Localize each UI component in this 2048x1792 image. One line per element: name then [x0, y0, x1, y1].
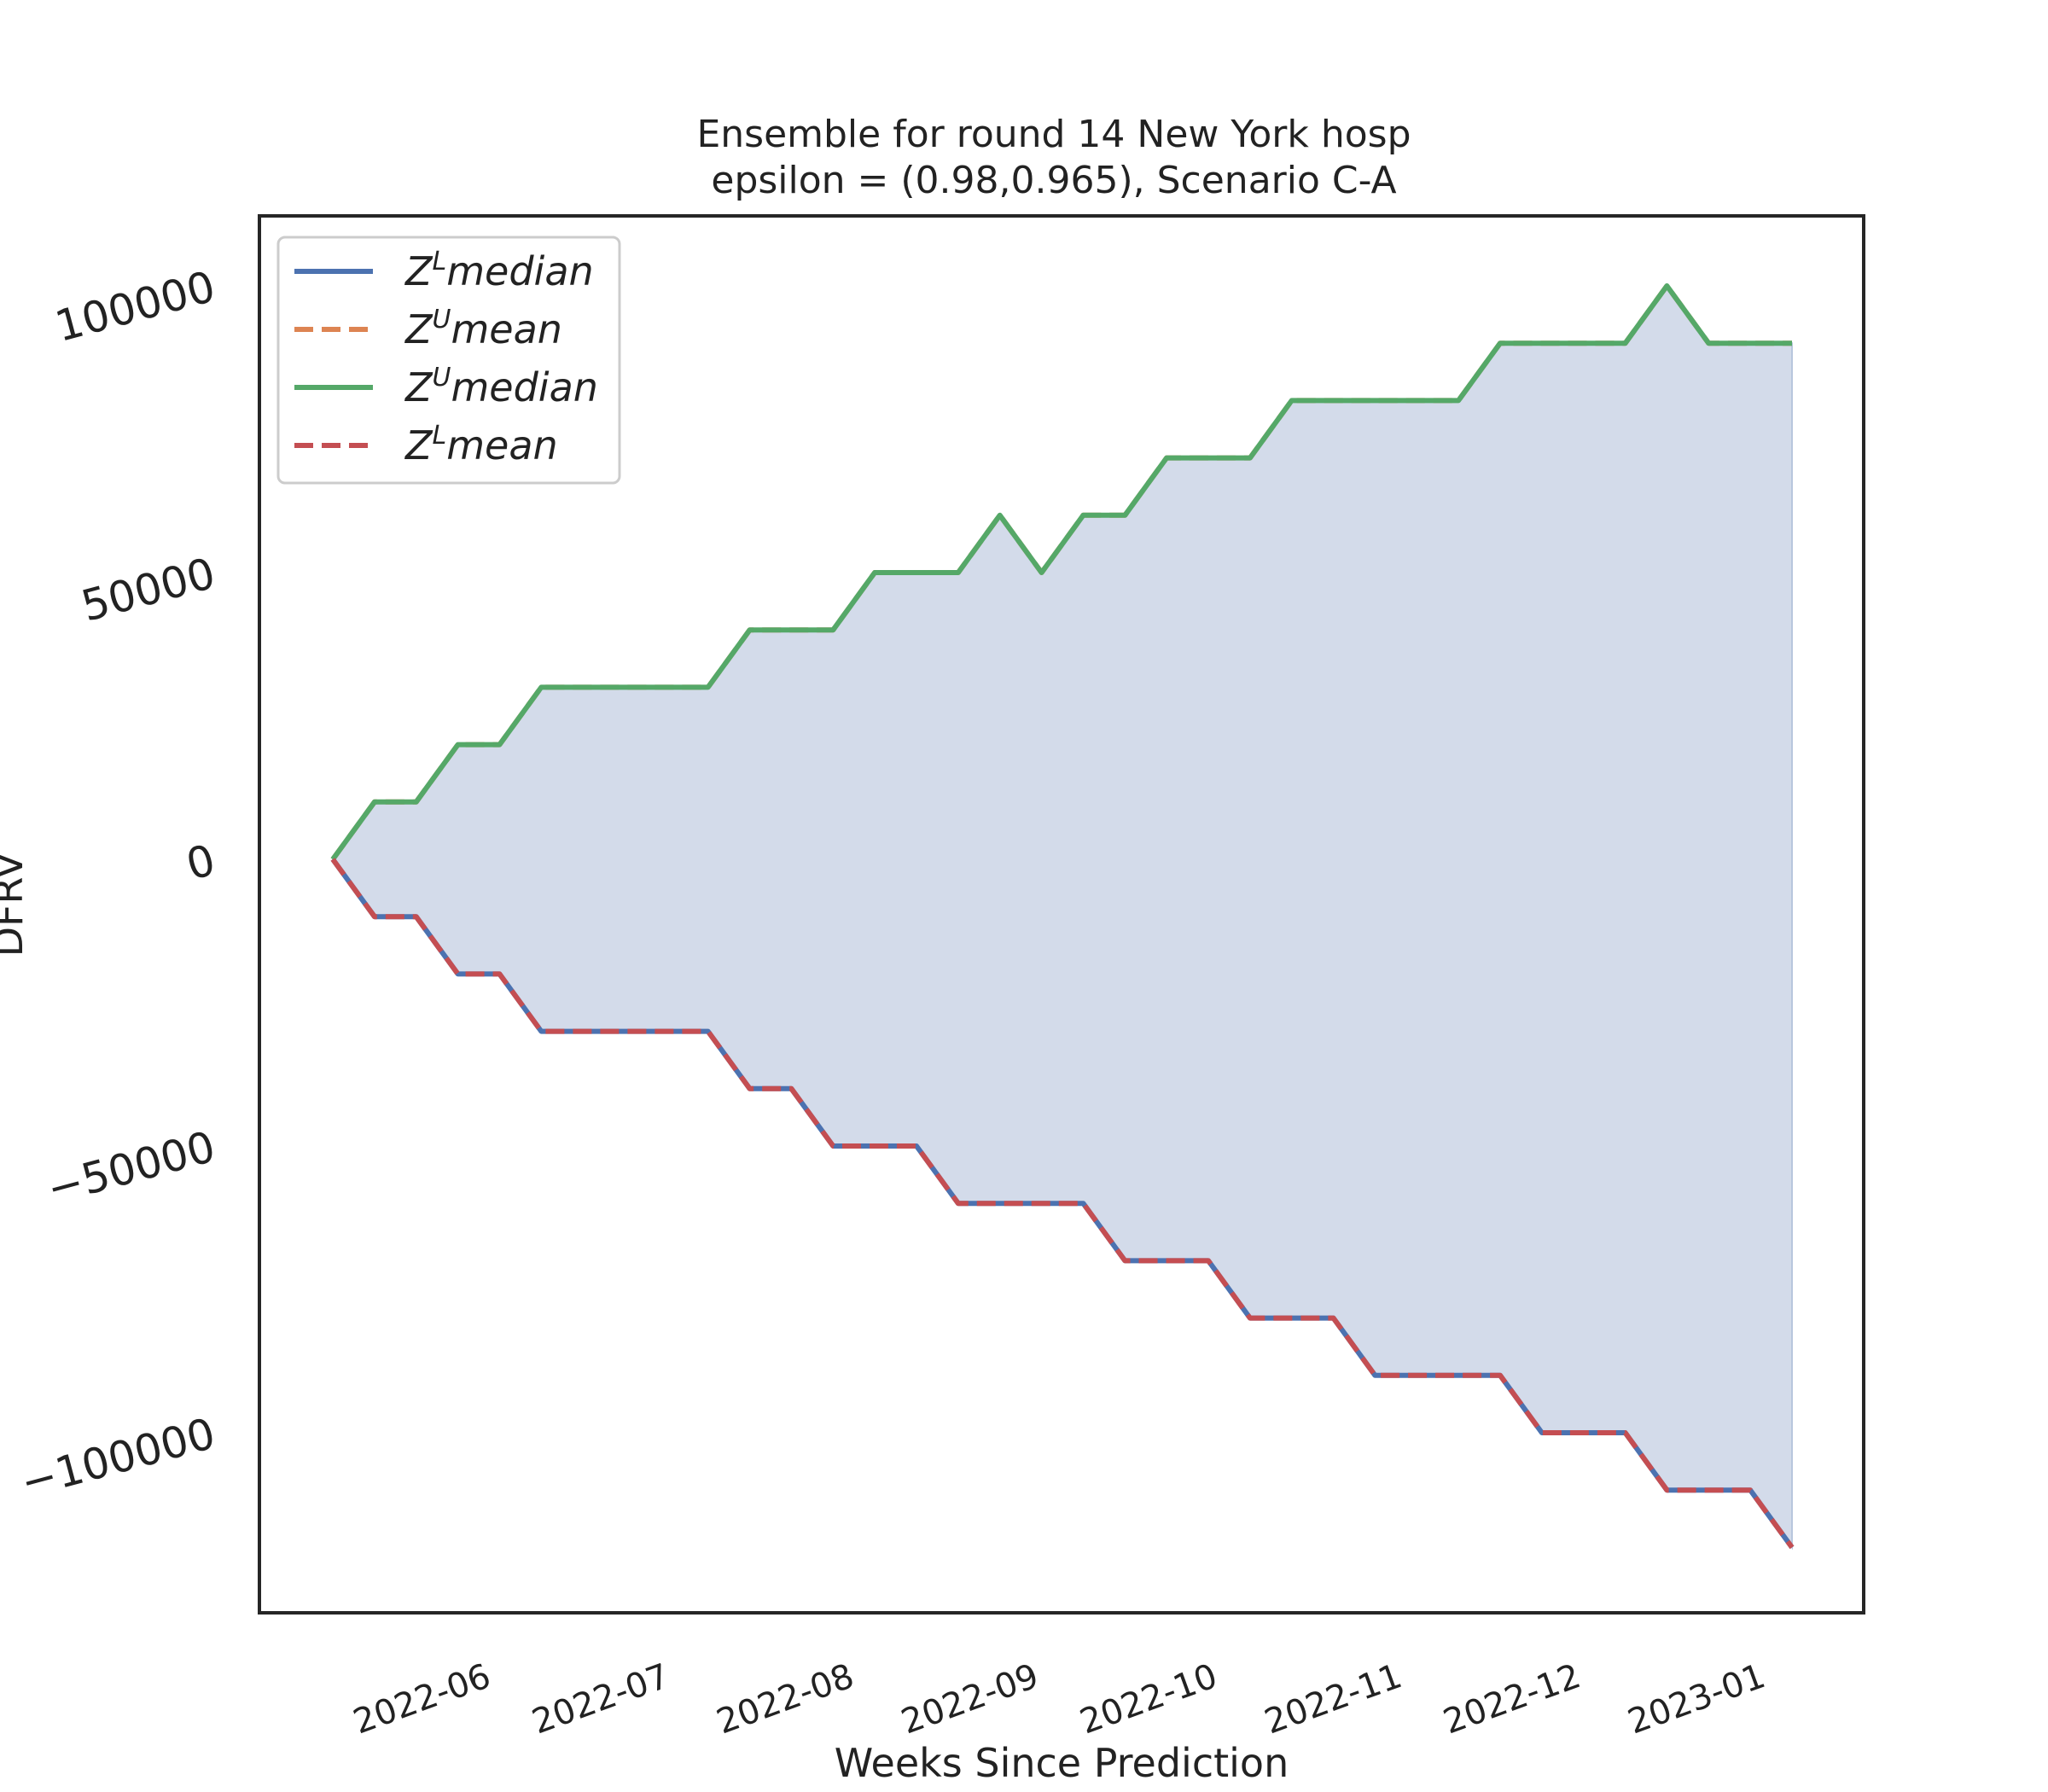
- series-line-3: [330, 858, 1795, 1550]
- legend-entry-label: ZLmedian: [404, 247, 594, 294]
- legend-entry-label: ZUmean: [404, 305, 562, 352]
- chart-subtitle: epsilon = (0.98,0.965), Scenario C-A: [711, 159, 1396, 202]
- x-axis-label: Weeks Since Prediction: [835, 1740, 1289, 1786]
- series-line-2: [330, 283, 1792, 861]
- plot-area: [330, 283, 1795, 1551]
- axes-frame: [258, 214, 1865, 1615]
- legend-box: [276, 236, 621, 485]
- legend-entry-label: ZUmedian: [404, 363, 598, 410]
- legend-entry-label: ZLmean: [404, 421, 558, 468]
- y-axis-label: DFRV: [0, 852, 32, 957]
- chart-title: Ensemble for round 14 New York hosp: [696, 113, 1411, 156]
- legend: ZLmedian ZUmean ZUmedian ZLmean: [276, 236, 621, 485]
